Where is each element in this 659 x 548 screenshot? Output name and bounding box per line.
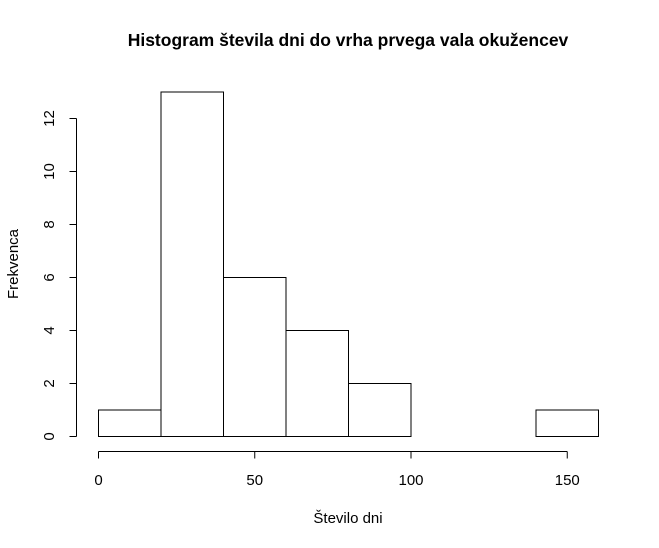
x-tick-label-0: 0: [94, 472, 102, 489]
y-tick-label-10: 10: [41, 163, 58, 180]
x-axis-label: Število dni: [313, 510, 382, 527]
x-tick-label-150: 150: [555, 472, 580, 489]
bars-group: [98, 91, 599, 437]
y-axis-label: Frekvenca: [5, 228, 22, 299]
histogram-bar-60-80: [285, 330, 349, 437]
x-axis: 0 50 100 150: [94, 451, 580, 489]
histogram-bar-20-40: [160, 91, 224, 437]
histogram-bar-0-20: [98, 409, 162, 437]
histogram-bar-40-60: [223, 277, 287, 437]
y-tick-label-4: 4: [41, 326, 58, 334]
x-tick-label-100: 100: [398, 472, 423, 489]
x-tick-label-50: 50: [246, 472, 263, 489]
histogram-bar-140-160: [535, 409, 599, 437]
chart-title: Histogram števila dni do vrha prvega val…: [128, 30, 569, 50]
y-axis: 0 2 4 6 8 10 12: [41, 110, 77, 441]
y-tick-label-0: 0: [41, 432, 58, 440]
y-tick-label-6: 6: [41, 273, 58, 281]
y-tick-label-8: 8: [41, 220, 58, 228]
y-tick-label-2: 2: [41, 379, 58, 387]
y-tick-label-12: 12: [41, 110, 58, 127]
histogram-bar-80-100: [348, 383, 412, 437]
